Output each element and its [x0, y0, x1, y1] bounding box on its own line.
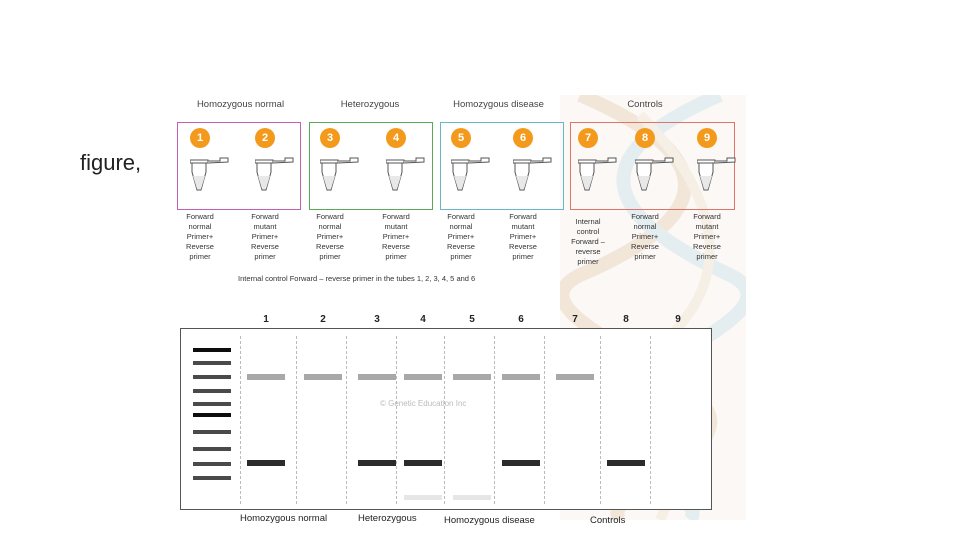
gel-lane-number-9: 9 [675, 314, 681, 325]
gel-lane-number-5: 5 [469, 314, 475, 325]
group-title-heterozygous: Heterozygous [340, 99, 400, 110]
tube-number-9: 9 [697, 128, 717, 148]
gel-lane-number-3: 3 [374, 314, 380, 325]
pcr-tube-icon [513, 157, 552, 191]
group-box-homozygous-disease [440, 122, 564, 210]
pcr-tube-icon [635, 157, 674, 191]
gel-lane-number-4: 4 [420, 314, 426, 325]
allele-band-lane-8 [607, 460, 645, 466]
internal-control-note: Internal control Forward – reverse prime… [238, 274, 476, 283]
faint-band-lane-4 [404, 495, 442, 500]
pcr-tube-icon [255, 157, 294, 191]
pcr-tube-icon [697, 157, 736, 191]
internal-control-band-lane-7 [556, 374, 594, 380]
tube-label-8: Forward normal Primer+ Reverse primer [631, 212, 659, 261]
ladder-band [193, 462, 231, 466]
faint-band-lane-5 [453, 495, 491, 500]
ladder-band [193, 413, 231, 417]
group-box-controls [570, 122, 735, 210]
internal-control-band-lane-2 [304, 374, 342, 380]
gel-lane-number-1: 1 [263, 314, 269, 325]
tube-label-5: Forward normal Primer+ Reverse primer [447, 212, 475, 261]
allele-band-lane-1 [247, 460, 285, 466]
tube-label-2: Forward mutant Primer+ Reverse primer [251, 212, 279, 261]
ladder-band [193, 447, 231, 451]
gel-lane-divider [346, 336, 347, 504]
tube-number-1: 1 [190, 128, 210, 148]
tube-number-6: 6 [513, 128, 533, 148]
gel-lane-divider [296, 336, 297, 504]
group-box-homozygous-normal [177, 122, 301, 210]
gel-label-controls: Controls [590, 515, 626, 526]
ladder-band [193, 361, 231, 365]
tube-label-4: Forward mutant Primer+ Reverse primer [382, 212, 410, 261]
gel-lane-divider [444, 336, 445, 504]
internal-control-band-lane-5 [453, 374, 491, 380]
pcr-tube-icon [578, 157, 617, 191]
gel-label-homozygous-disease: Homozygous disease [444, 515, 535, 526]
internal-control-band-lane-3 [358, 374, 396, 380]
tube-number-7: 7 [578, 128, 598, 148]
internal-control-band-lane-6 [502, 374, 540, 380]
gel-lane-number-6: 6 [518, 314, 524, 325]
ladder-band [193, 375, 231, 379]
gel-frame [180, 328, 712, 510]
gel-lane-divider [650, 336, 651, 504]
ladder-band [193, 348, 231, 352]
tube-number-5: 5 [451, 128, 471, 148]
group-title-controls: Controls [627, 99, 663, 110]
allele-band-lane-3 [358, 460, 396, 466]
gel-watermark: © Genetic Education Inc [380, 399, 467, 408]
tube-number-8: 8 [635, 128, 655, 148]
ladder-band [193, 389, 231, 393]
pcr-tube-icon [386, 157, 425, 191]
gel-lane-divider [600, 336, 601, 504]
internal-control-band-lane-1 [247, 374, 285, 380]
gel-lane-number-8: 8 [623, 314, 629, 325]
tube-label-3: Forward normal Primer+ Reverse primer [316, 212, 344, 261]
ladder-band [193, 430, 231, 434]
tube-number-3: 3 [320, 128, 340, 148]
tube-label-1: Forward normal Primer+ Reverse primer [186, 212, 214, 261]
group-box-heterozygous [309, 122, 433, 210]
pcr-tube-icon [451, 157, 490, 191]
gel-lane-number-7: 7 [572, 314, 578, 325]
gel-lane-divider [396, 336, 397, 504]
slide-caption: figure, [80, 150, 142, 175]
gel-label-homozygous-normal: Homozygous normal [240, 513, 328, 524]
group-title-homozygous-normal: Homozygous normal [196, 99, 285, 110]
tube-number-4: 4 [386, 128, 406, 148]
tube-number-2: 2 [255, 128, 275, 148]
group-title-homozygous-disease: Homozygous disease [453, 99, 544, 110]
allele-band-lane-6 [502, 460, 540, 466]
gel-lane-number-2: 2 [320, 314, 326, 325]
gel-label-heterozygous: Heterozygous [358, 513, 417, 524]
gel-lane-divider [494, 336, 495, 504]
internal-control-band-lane-4 [404, 374, 442, 380]
ladder-band [193, 402, 231, 406]
tube-label-6: Forward mutant Primer+ Reverse primer [509, 212, 537, 261]
pcr-tube-icon [320, 157, 359, 191]
gel-lane-divider [240, 336, 241, 504]
gel-lane-divider [544, 336, 545, 504]
pcr-tube-icon [190, 157, 229, 191]
ladder-band [193, 476, 231, 480]
tube-label-9: Forward mutant Primer+ Reverse primer [693, 212, 721, 261]
tube-label-7: Internal control Forward – reverse prime… [571, 217, 605, 266]
allele-band-lane-4 [404, 460, 442, 466]
